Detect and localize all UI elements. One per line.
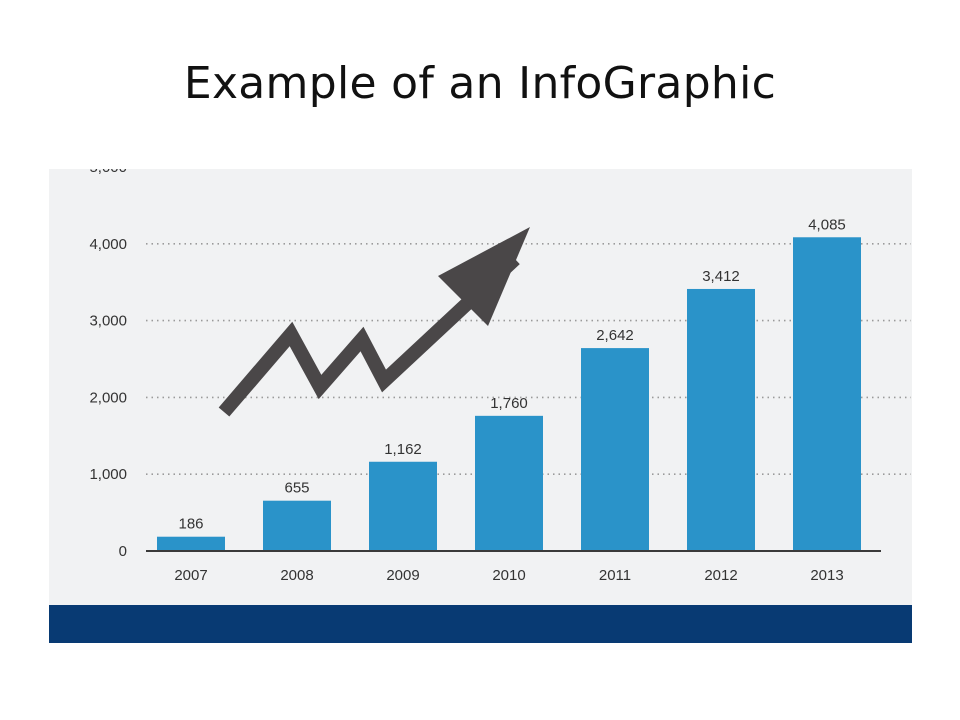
x-axis-ticks: 2007 2008 2009 2010 2011 2012 2013 [174, 567, 843, 584]
bar [369, 461, 437, 551]
bar [263, 500, 331, 551]
trend-arrow-head [438, 227, 530, 326]
trend-arrow-icon [218, 227, 530, 417]
chart-footer-band [49, 605, 912, 643]
y-axis-ticks: 0 1,000 2,000 3,000 4,000 5,000 [89, 169, 127, 560]
chart-panel: 0 1,000 2,000 3,000 4,000 5,000 186 655 1,162 1,… [49, 169, 912, 606]
bar-value-label: 186 [178, 516, 203, 533]
bar-chart: 0 1,000 2,000 3,000 4,000 5,000 186 655 1,162 1,… [89, 169, 911, 584]
x-tick-label: 2009 [386, 567, 419, 584]
trend-arrow-line [218, 253, 520, 417]
bar-value-label: 1,760 [490, 395, 528, 412]
bar-value-label: 1,162 [384, 441, 422, 458]
x-tick-label: 2010 [492, 567, 525, 584]
value-labels: 186 655 1,162 1,760 2,642 3,412 4,085 [178, 216, 845, 532]
x-tick-label: 2008 [280, 567, 313, 584]
bar-value-label: 655 [284, 480, 309, 497]
bar [793, 237, 861, 551]
x-tick-label: 2013 [810, 567, 843, 584]
bar [157, 536, 225, 551]
y-tick-label: 3,000 [89, 313, 127, 330]
slide-title: Example of an InfoGraphic [183, 58, 777, 109]
bar [687, 288, 755, 551]
bar-value-label: 2,642 [596, 327, 634, 344]
bar-value-label: 4,085 [808, 216, 846, 233]
y-tick-label: 4,000 [89, 236, 127, 253]
bar [581, 348, 649, 551]
bars [157, 237, 861, 551]
x-tick-label: 2011 [599, 567, 631, 584]
bar [475, 415, 543, 551]
y-tick-label: 2,000 [89, 389, 127, 406]
y-tick-label: 0 [119, 543, 127, 560]
x-tick-label: 2007 [174, 567, 207, 584]
y-tick-label: 1,000 [89, 466, 127, 483]
y-tick-label: 5,000 [89, 169, 127, 176]
grid-layer [146, 243, 911, 476]
bar-value-label: 3,412 [702, 268, 740, 285]
x-tick-label: 2012 [704, 567, 737, 584]
